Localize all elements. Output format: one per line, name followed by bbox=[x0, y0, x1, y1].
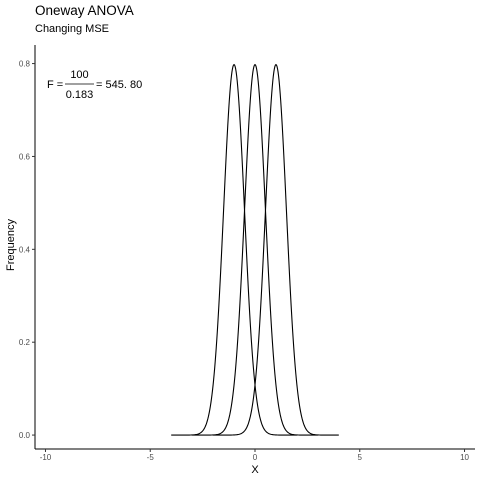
axes: -10 -5 0 5 10 0.0 0.2 0.4 0.6 0.8 bbox=[19, 45, 475, 462]
y-tick-label: 0.8 bbox=[19, 60, 31, 69]
y-tick-label: 0.6 bbox=[19, 152, 31, 161]
density-curve bbox=[213, 63, 339, 436]
y-tick-label: 0.0 bbox=[19, 431, 31, 440]
x-axis-title: X bbox=[251, 464, 259, 476]
f-statistic-annotation: F = 100 0.183 = 545. 80 bbox=[47, 69, 142, 101]
x-tick-label: 0 bbox=[253, 453, 258, 462]
y-tick-label: 0.4 bbox=[19, 245, 31, 254]
x-tick-label: -5 bbox=[147, 453, 155, 462]
x-tick-label: 10 bbox=[460, 453, 469, 462]
y-tick-label: 0.2 bbox=[19, 338, 31, 347]
f-prefix: F = bbox=[47, 79, 63, 91]
f-numerator: 100 bbox=[70, 69, 88, 81]
x-tick-label: 5 bbox=[358, 453, 363, 462]
plot-area bbox=[171, 63, 339, 436]
y-axis-title: Frequency bbox=[5, 219, 17, 271]
f-denominator: 0.183 bbox=[66, 89, 94, 101]
chart-title: Oneway ANOVA bbox=[35, 3, 134, 18]
f-result: = 545. 80 bbox=[96, 79, 142, 91]
chart-subtitle: Changing MSE bbox=[35, 23, 109, 35]
x-tick-label: -10 bbox=[40, 453, 52, 462]
